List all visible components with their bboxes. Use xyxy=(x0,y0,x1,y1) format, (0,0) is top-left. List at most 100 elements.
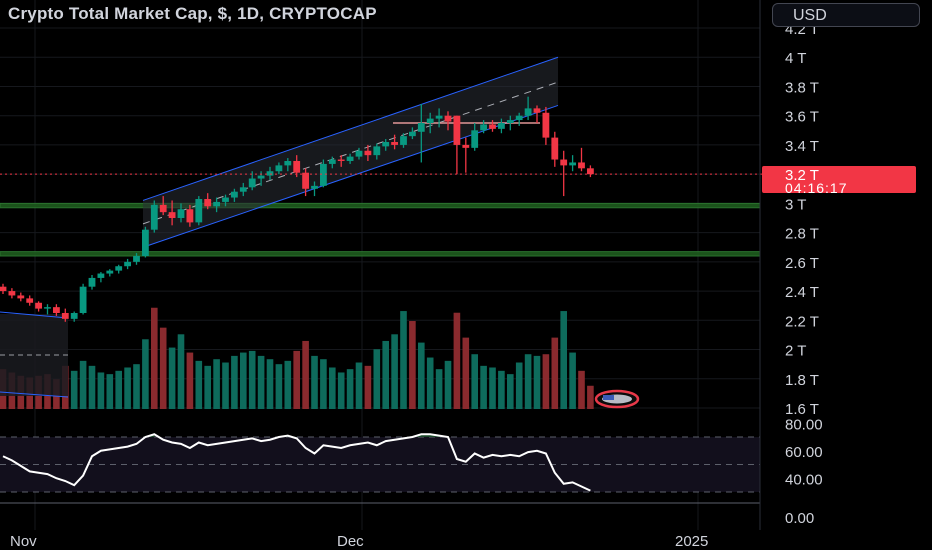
candle-body xyxy=(328,159,336,164)
bar-countdown: 04:16:17 xyxy=(785,180,848,196)
volume-bar xyxy=(302,340,309,409)
chart-title: Crypto Total Market Cap, $, 1D, CRYPTOCA… xyxy=(8,4,377,23)
volume-profile xyxy=(0,311,69,398)
support-zone xyxy=(0,251,761,257)
candle-body xyxy=(133,256,140,262)
candle-body xyxy=(88,277,96,287)
volume-bar xyxy=(462,337,470,409)
y-tick-label: 1.8 T xyxy=(785,372,819,389)
candle-body xyxy=(257,175,265,179)
volume-bar xyxy=(337,372,345,409)
volume-bars xyxy=(0,307,594,409)
volume-bar xyxy=(507,374,514,409)
volume-bar xyxy=(391,334,398,409)
candle-body xyxy=(346,156,354,161)
candle-body xyxy=(159,204,167,213)
volume-bar xyxy=(329,367,336,409)
x-tick-label: 2025 xyxy=(675,533,708,550)
candle-body xyxy=(569,162,576,166)
candle-body xyxy=(489,124,496,129)
candle-body xyxy=(177,209,185,218)
volume-bar xyxy=(346,369,354,409)
channel-mid xyxy=(142,81,559,225)
volume-bar xyxy=(471,354,478,409)
candle-body xyxy=(480,124,487,131)
candle-body xyxy=(506,120,514,123)
volume-bar xyxy=(533,355,541,409)
volume-bar xyxy=(97,372,105,409)
candle-body xyxy=(533,108,541,113)
volume-bar xyxy=(248,350,256,409)
volume-bar xyxy=(569,352,576,409)
volume-bar xyxy=(426,357,434,409)
volume-bar xyxy=(177,334,185,409)
candle-body xyxy=(150,204,158,230)
volume-bar xyxy=(142,339,149,409)
y-tick-label: 3.8 T xyxy=(785,79,819,96)
rsi-line xyxy=(2,433,591,492)
candle-body xyxy=(70,313,78,319)
candle-body xyxy=(106,270,114,274)
candle-body xyxy=(587,168,594,175)
candle-body xyxy=(275,165,283,172)
candle-body xyxy=(444,115,452,122)
candle-body xyxy=(222,197,229,202)
y-tick-label: 3 T xyxy=(785,196,806,213)
candle-body xyxy=(293,161,301,173)
volume-bar xyxy=(159,327,167,409)
candle-body xyxy=(409,131,416,137)
candle-body xyxy=(115,266,123,271)
volume-bar xyxy=(435,369,443,409)
currency-button[interactable]: USD xyxy=(772,3,920,27)
candle-body xyxy=(186,209,194,223)
volume-bar xyxy=(560,311,567,409)
candle-body xyxy=(213,201,220,207)
candle-body xyxy=(471,130,479,148)
candle-body xyxy=(266,171,274,176)
candle-body xyxy=(53,307,60,313)
chart-overlays xyxy=(0,0,762,530)
candle-body xyxy=(337,159,345,161)
candle-body xyxy=(382,142,390,147)
rsi-tick-label: 0.00 xyxy=(785,510,814,527)
volume-bar xyxy=(124,367,131,409)
volume-bar xyxy=(222,362,229,409)
y-tick-label: 3.6 T xyxy=(785,109,819,126)
candle-body xyxy=(44,307,51,309)
volume-bar xyxy=(311,355,318,409)
candle-body xyxy=(204,199,212,207)
y-tick-label: 2.4 T xyxy=(785,284,819,301)
candle-body xyxy=(453,115,461,145)
volume-bar xyxy=(133,364,140,409)
volume-bar xyxy=(266,359,274,409)
y-tick-label: 2 T xyxy=(785,343,806,360)
volume-bar xyxy=(195,360,203,409)
candle-body xyxy=(168,212,176,218)
volume-bar xyxy=(489,367,496,409)
volume-bar xyxy=(293,350,300,409)
volume-bar xyxy=(498,370,505,409)
candlesticks xyxy=(0,96,594,322)
volume-bar xyxy=(542,354,550,409)
candle-body xyxy=(400,136,407,145)
volume-bar xyxy=(204,365,211,409)
us-flag-icon-canton xyxy=(603,395,614,400)
candle-body xyxy=(231,191,238,198)
volume-bar xyxy=(213,359,220,409)
volume-bar xyxy=(587,385,594,409)
support-zone xyxy=(0,202,761,209)
candle-body xyxy=(97,273,105,278)
volume-bar xyxy=(168,347,176,409)
x-tick-label: Nov xyxy=(10,533,37,550)
volume-bar xyxy=(106,374,114,409)
last-price-value: 3.2 T xyxy=(785,167,819,184)
volume-bar xyxy=(231,355,238,409)
volume-bar xyxy=(373,349,381,409)
candle-body xyxy=(302,172,309,189)
volume-bar xyxy=(551,337,559,409)
y-tick-label: 1.6 T xyxy=(785,401,819,418)
volume-bar xyxy=(284,360,292,409)
volume-bar xyxy=(355,362,363,409)
candle-body xyxy=(0,286,7,292)
